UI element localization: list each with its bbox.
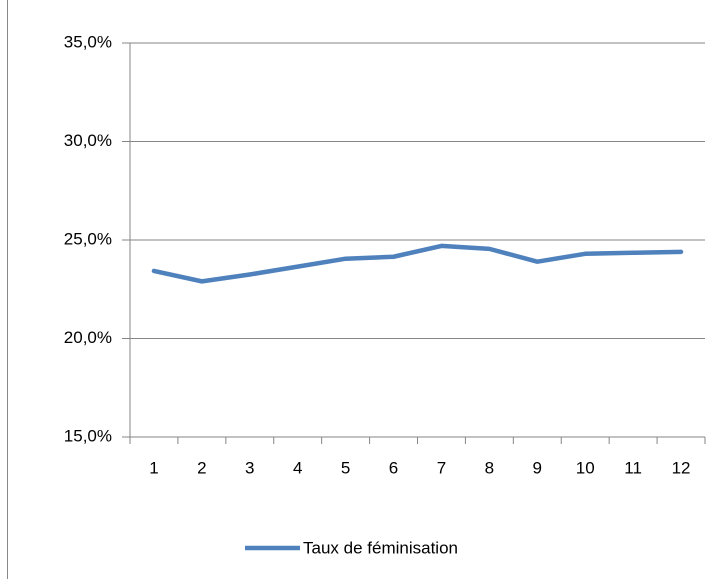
y-tick-label: 20,0% — [64, 328, 112, 347]
x-tick-label: 5 — [341, 458, 350, 477]
x-tick-label: 9 — [533, 458, 542, 477]
chart-frame — [8, 0, 727, 579]
y-tick-label: 35,0% — [64, 32, 112, 51]
x-tick-label: 10 — [576, 458, 595, 477]
x-tick-label: 2 — [197, 458, 206, 477]
x-tick-label: 3 — [245, 458, 254, 477]
y-tick-label: 30,0% — [64, 131, 112, 150]
x-tick-label: 11 — [624, 458, 642, 477]
x-tick-label: 1 — [149, 458, 158, 477]
x-tick-label: 6 — [389, 458, 398, 477]
y-tick-label: 15,0% — [64, 426, 112, 445]
x-tick-label: 4 — [293, 458, 302, 477]
x-tick-label: 7 — [437, 458, 446, 477]
x-tick-label: 12 — [672, 458, 691, 477]
legend-label: Taux de féminisation — [303, 538, 458, 557]
y-tick-label: 25,0% — [64, 229, 112, 248]
data-line — [154, 246, 681, 281]
x-tick-label: 8 — [485, 458, 494, 477]
